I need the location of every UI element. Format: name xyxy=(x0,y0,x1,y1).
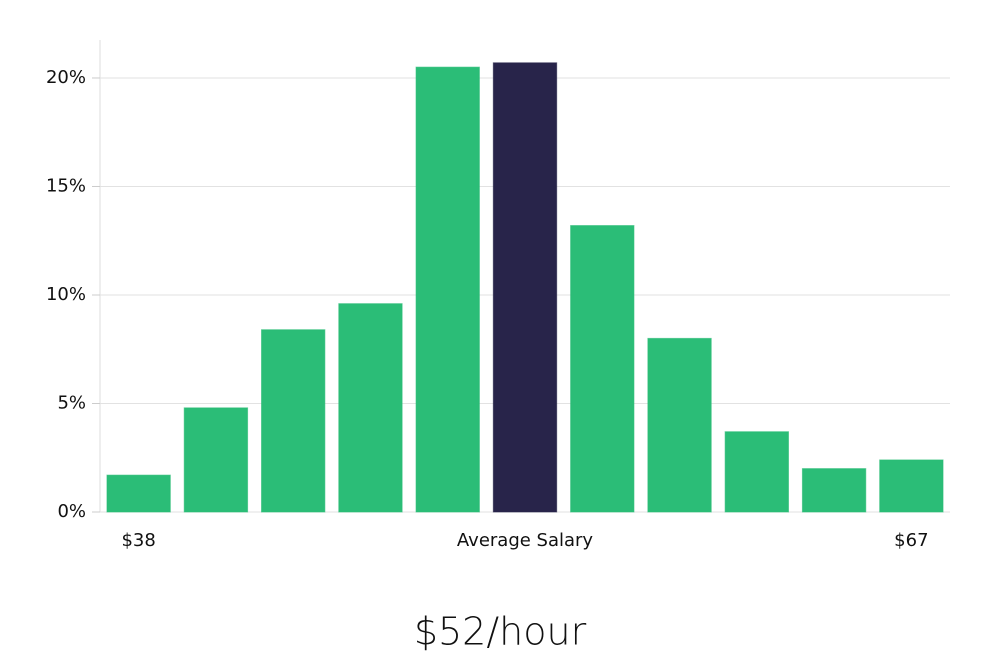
bar xyxy=(570,225,635,513)
bar xyxy=(492,62,558,513)
y-tick-label: 15% xyxy=(46,175,86,196)
bar xyxy=(879,459,944,513)
bar xyxy=(261,329,326,513)
x-tick-label: $67 xyxy=(894,530,928,551)
bar xyxy=(647,337,712,513)
bar xyxy=(338,303,403,513)
y-tick-label: 5% xyxy=(57,392,86,413)
y-tick-label: 20% xyxy=(46,67,86,88)
y-tick-label: 10% xyxy=(46,284,86,305)
x-tick-label: $38 xyxy=(121,530,155,551)
x-tick-label: Average Salary xyxy=(457,530,594,551)
bar xyxy=(801,468,867,513)
y-tick-label: 0% xyxy=(57,501,86,522)
chart-subtitle: $52/hour xyxy=(414,610,587,654)
bar xyxy=(106,474,171,513)
bar xyxy=(415,66,480,513)
bar xyxy=(183,407,249,513)
bar xyxy=(724,431,789,513)
